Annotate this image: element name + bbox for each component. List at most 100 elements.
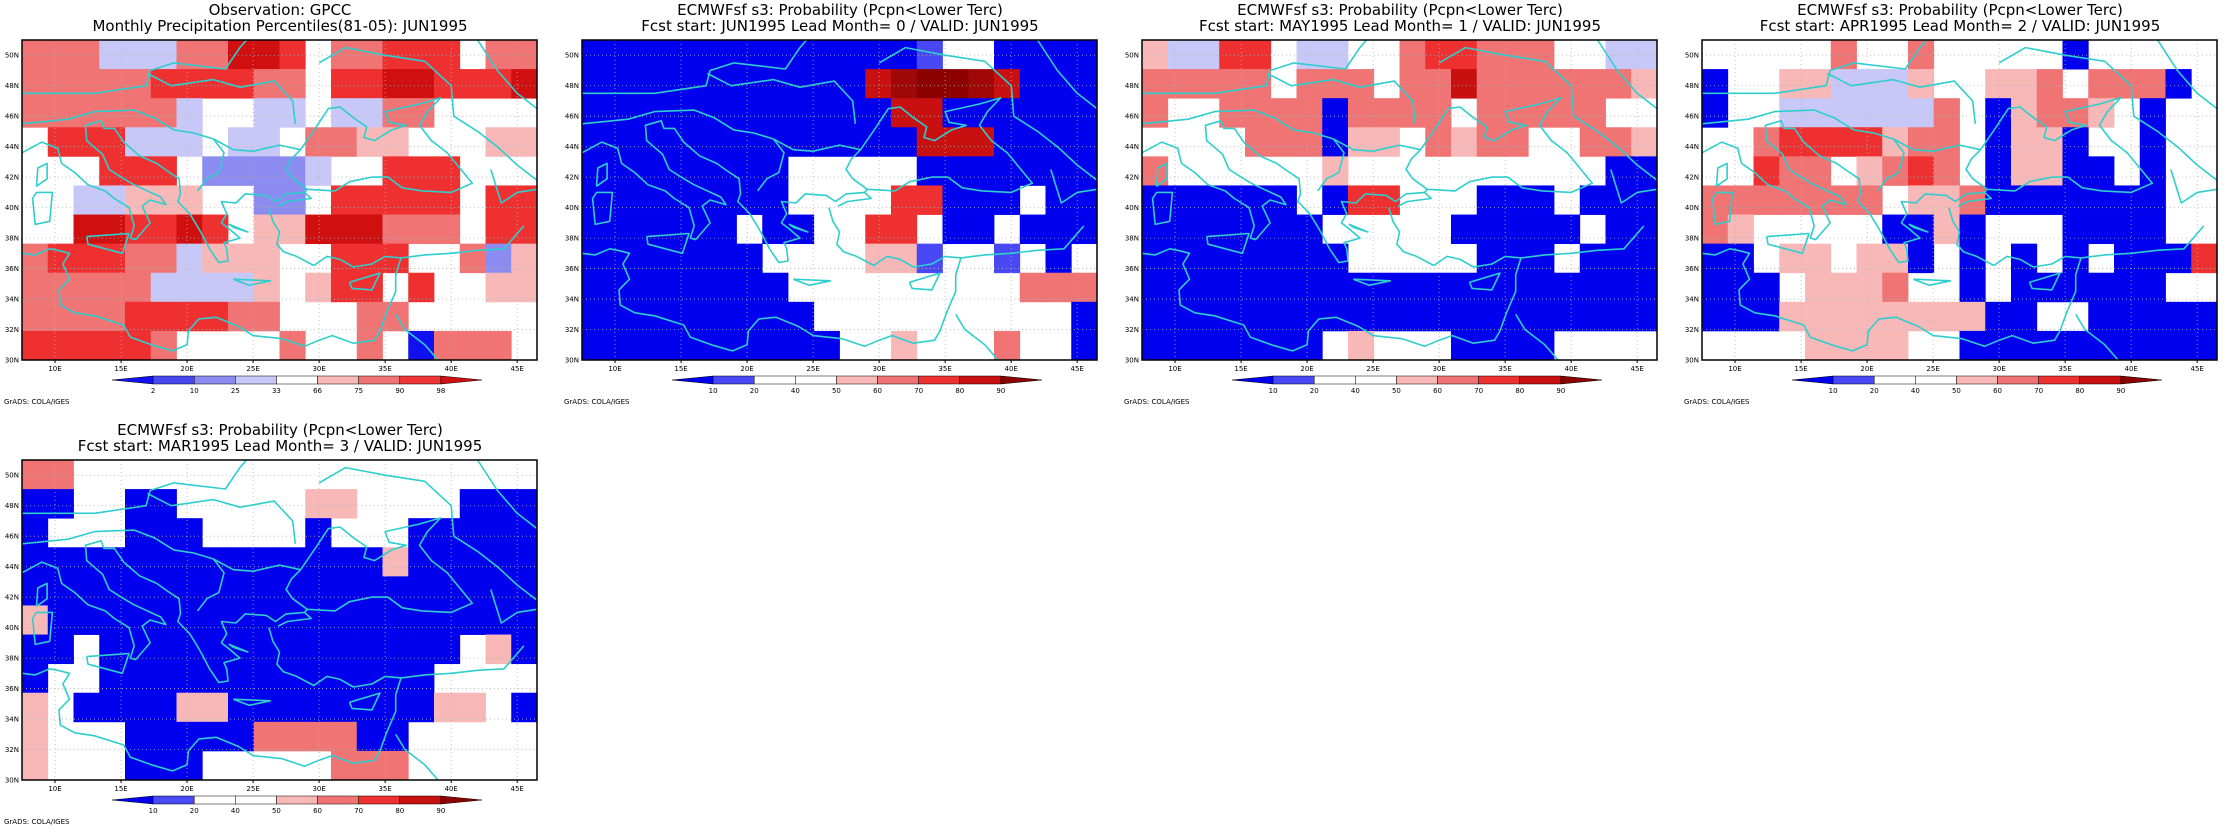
grid-cell bbox=[1270, 301, 1297, 332]
grid-cell bbox=[1779, 69, 1806, 99]
colorbar-label: 10 bbox=[190, 387, 199, 395]
map-plot: 30N 32N 34N 36N 38N 40N 42N 44N 46N 48N 50N 10E 15E 2… bbox=[4, 459, 538, 826]
grid-cell bbox=[1528, 301, 1555, 332]
grid-cell bbox=[382, 156, 409, 186]
grid-cell bbox=[633, 156, 660, 186]
lon-tick-label: 20E bbox=[740, 365, 753, 373]
lon-tick-label: 40E bbox=[444, 365, 457, 373]
grid-cell bbox=[1605, 214, 1632, 245]
grid-cell bbox=[736, 98, 763, 128]
colorbar-label: 60 bbox=[1993, 387, 2002, 395]
grid-cell bbox=[331, 547, 358, 577]
grid-cell bbox=[1348, 272, 1375, 303]
map-panel-1: Observation: GPCC Monthly Precipitation P… bbox=[0, 0, 560, 420]
colorbar-swatch bbox=[753, 375, 796, 385]
grid-cell bbox=[356, 330, 383, 361]
grid-cell bbox=[659, 98, 686, 128]
grid-cell bbox=[279, 634, 306, 665]
panel-title: ECMWFsf s3: Probability (Pcpn<Lower Terc… bbox=[117, 421, 443, 439]
grid-cell bbox=[1245, 185, 1272, 215]
grid-cell bbox=[459, 547, 486, 577]
coastline bbox=[1913, 278, 1952, 287]
coastline bbox=[707, 72, 857, 124]
grid-cell bbox=[73, 185, 100, 215]
colorbar-label: 70 bbox=[1474, 387, 1483, 395]
coastline bbox=[233, 698, 272, 707]
colorbar-swatch bbox=[2079, 375, 2122, 385]
grid-cell bbox=[1908, 98, 1935, 128]
lon-tick-label: 35E bbox=[938, 365, 951, 373]
grid-cell bbox=[1476, 330, 1503, 361]
lon-tick-label: 40E bbox=[1004, 365, 1017, 373]
grid-cell bbox=[1219, 40, 1246, 70]
grid-cell bbox=[485, 547, 512, 577]
grid-cell bbox=[1631, 301, 1658, 332]
grid-cell bbox=[736, 301, 763, 332]
grid-cell bbox=[1605, 185, 1632, 215]
colorbar-label: 90 bbox=[395, 387, 404, 395]
grid-cell bbox=[511, 547, 538, 577]
grid-cell bbox=[279, 721, 306, 752]
lat-tick-label: 40N bbox=[5, 204, 19, 212]
grid-cell bbox=[1702, 272, 1729, 303]
grid-cell bbox=[2062, 330, 2089, 361]
lat-tick-label: 30N bbox=[5, 777, 19, 785]
colorbar-swatch bbox=[235, 795, 277, 805]
coastline bbox=[1267, 72, 1417, 124]
colorbar-swatch bbox=[235, 375, 277, 385]
grid-cell bbox=[942, 214, 969, 245]
grid-cell bbox=[916, 127, 943, 157]
grid-cell bbox=[22, 692, 49, 723]
coastline bbox=[960, 225, 1085, 259]
grid-cell bbox=[762, 272, 789, 303]
colorbar-swatch bbox=[358, 375, 401, 385]
grid-cell bbox=[485, 214, 512, 245]
coastline bbox=[1515, 313, 1559, 361]
grid-cell bbox=[125, 692, 152, 723]
coastline bbox=[581, 207, 962, 352]
grid-cell bbox=[1727, 301, 1754, 332]
grid-cell bbox=[511, 518, 538, 548]
coastline bbox=[490, 169, 538, 204]
coastline bbox=[395, 313, 439, 361]
lat-tick-label: 42N bbox=[1685, 174, 1699, 182]
grid-cell bbox=[1631, 127, 1658, 157]
lat-tick-label: 36N bbox=[1685, 265, 1699, 273]
coastline bbox=[476, 459, 538, 530]
grid-cell bbox=[279, 576, 306, 606]
colorbar: 2 10 25 33 66 75 90 98 bbox=[111, 375, 483, 395]
grid-cell bbox=[459, 69, 486, 99]
grid-cell bbox=[253, 547, 280, 577]
coastline bbox=[1333, 138, 1421, 152]
grid-cell bbox=[99, 547, 126, 577]
coastline bbox=[21, 627, 402, 772]
lat-tick-label: 36N bbox=[5, 685, 19, 693]
grid-cell bbox=[2088, 301, 2115, 332]
panel-subtitle: Fcst start: APR1995 Lead Month= 2 / VALI… bbox=[1759, 17, 2161, 35]
lon-tick-label: 15E bbox=[1234, 365, 1247, 373]
lon-tick-label: 30E bbox=[872, 365, 885, 373]
coastline bbox=[908, 272, 941, 291]
coastline bbox=[1908, 223, 1929, 233]
coastline bbox=[147, 492, 297, 544]
grid-cell bbox=[968, 156, 995, 186]
grid-cell bbox=[2114, 301, 2141, 332]
grid-cell bbox=[2088, 69, 2115, 99]
colorbar-label: 80 bbox=[2075, 387, 2084, 395]
grid-cell bbox=[659, 272, 686, 303]
grid-cell bbox=[1019, 214, 1046, 245]
grid-cell bbox=[99, 98, 126, 128]
grid-cell bbox=[331, 634, 358, 665]
grid-cell bbox=[1579, 127, 1606, 157]
grid-cell bbox=[331, 185, 358, 215]
grid-cell bbox=[1933, 301, 1960, 332]
coastline bbox=[2028, 272, 2061, 291]
coastline bbox=[2130, 85, 2218, 181]
coastline bbox=[21, 207, 402, 352]
lat-tick-label: 46N bbox=[1125, 113, 1139, 121]
grid-cell bbox=[1805, 127, 1832, 157]
grid-cell bbox=[73, 330, 100, 361]
colorbar-swatch bbox=[1231, 375, 1274, 385]
lon-tick-label: 30E bbox=[1432, 365, 1445, 373]
grid-cell bbox=[1579, 69, 1606, 99]
